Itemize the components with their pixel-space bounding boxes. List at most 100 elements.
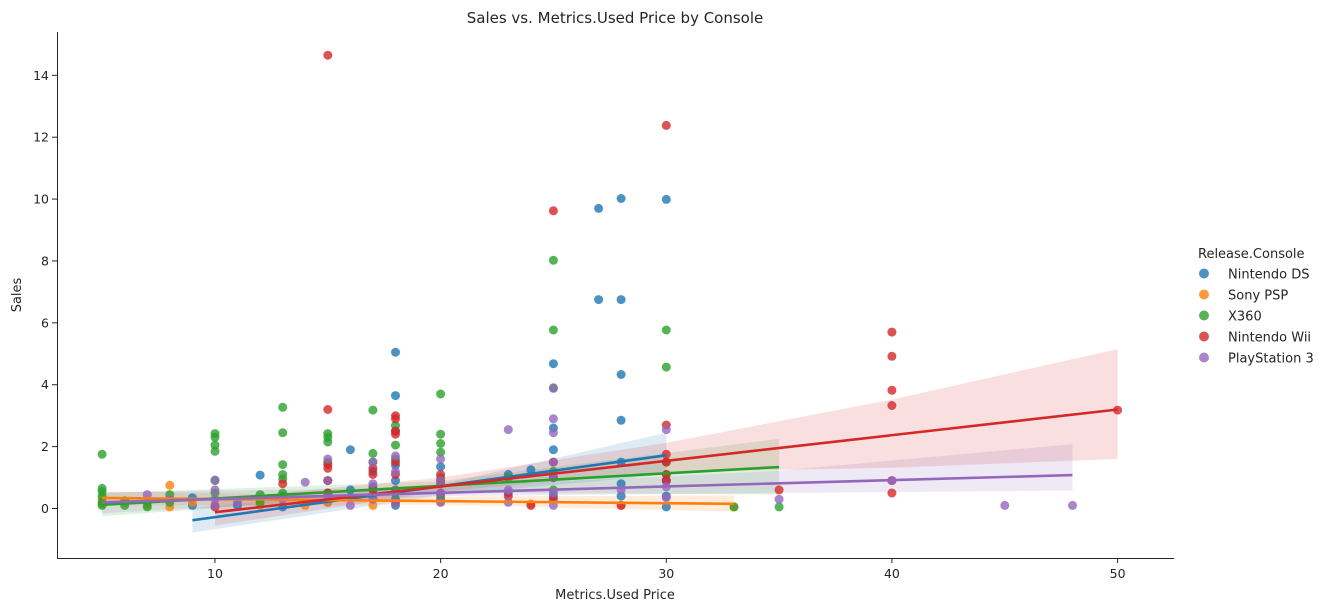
- point-x360: [278, 460, 288, 470]
- point-nintendo-wii: [661, 120, 671, 130]
- point-playstation-3: [210, 500, 220, 510]
- point-x360: [368, 448, 378, 458]
- point-x360: [436, 447, 446, 457]
- point-nintendo-ds: [345, 445, 355, 455]
- x-tick-label: 10: [207, 566, 223, 581]
- point-nintendo-ds: [661, 502, 671, 512]
- point-nintendo-ds: [255, 470, 265, 480]
- legend-title: Release.Console: [1198, 247, 1305, 262]
- point-x360: [210, 432, 220, 442]
- point-playstation-3: [142, 490, 152, 500]
- legend-marker-sony-psp: [1199, 289, 1209, 300]
- point-playstation-3: [548, 414, 558, 424]
- legend-label-playstation-3: PlayStation 3: [1228, 352, 1314, 367]
- point-playstation-3: [1000, 500, 1010, 510]
- point-nintendo-wii: [661, 476, 671, 486]
- point-nintendo-ds: [616, 415, 626, 425]
- point-playstation-3: [436, 454, 446, 464]
- point-sony-psp: [165, 480, 175, 490]
- point-playstation-3: [391, 451, 400, 461]
- point-x360: [391, 440, 400, 450]
- point-playstation-3: [548, 457, 558, 467]
- y-tick-label: 12: [33, 130, 49, 145]
- point-playstation-3: [436, 476, 446, 486]
- y-tick-label: 0: [41, 501, 49, 516]
- point-playstation-3: [210, 485, 220, 495]
- point-nintendo-wii: [887, 327, 897, 337]
- point-playstation-3: [503, 425, 513, 435]
- point-x360: [548, 325, 558, 335]
- y-tick-label: 14: [33, 68, 49, 83]
- point-x360: [278, 402, 288, 412]
- point-x360: [436, 439, 446, 448]
- point-playstation-3: [661, 425, 671, 435]
- chart-title: Sales vs. Metrics.Used Price by Console: [467, 9, 764, 27]
- x-tick-label: 40: [884, 566, 900, 581]
- point-nintendo-wii: [887, 351, 897, 361]
- point-sony-psp: [368, 500, 378, 510]
- point-playstation-3: [774, 494, 784, 504]
- point-nintendo-ds: [616, 479, 626, 489]
- point-x360: [210, 446, 220, 456]
- point-nintendo-wii: [887, 401, 897, 410]
- point-x360: [97, 449, 107, 459]
- point-x360: [368, 405, 378, 415]
- point-nintendo-wii: [368, 463, 378, 473]
- point-playstation-3: [1068, 500, 1077, 510]
- point-x360: [661, 325, 671, 335]
- y-tick-label: 8: [41, 253, 49, 268]
- point-nintendo-ds: [661, 194, 671, 204]
- point-nintendo-ds: [594, 203, 604, 213]
- point-x360: [436, 429, 446, 439]
- point-playstation-3: [391, 466, 400, 476]
- point-nintendo-wii: [323, 405, 333, 414]
- point-playstation-3: [323, 476, 333, 486]
- legend-items: Nintendo DS Sony PSP X360 Nintendo Wii PlayS…: [1199, 268, 1314, 367]
- point-playstation-3: [368, 479, 378, 489]
- confidence-bands: [102, 349, 1118, 533]
- point-playstation-3: [323, 454, 333, 464]
- point-playstation-3: [548, 428, 558, 438]
- point-x360: [278, 428, 288, 438]
- scatter-points: [97, 50, 1123, 512]
- point-nintendo-wii: [278, 479, 288, 489]
- y-tick-label: 6: [41, 315, 49, 330]
- point-x360: [661, 362, 671, 372]
- point-nintendo-wii: [887, 488, 897, 498]
- legend-marker-nintendo-ds: [1199, 268, 1209, 279]
- x-ticks: 10 20 30 40 50: [207, 558, 1126, 581]
- point-nintendo-ds: [391, 347, 400, 357]
- y-tick-label: 10: [33, 192, 49, 207]
- point-nintendo-wii: [368, 470, 378, 479]
- point-nintendo-ds: [548, 445, 558, 455]
- point-x360: [323, 437, 333, 447]
- point-nintendo-ds: [436, 462, 446, 472]
- x-tick-label: 50: [1110, 566, 1126, 581]
- point-nintendo-ds: [526, 465, 536, 475]
- y-axis-label: Sales: [10, 277, 25, 312]
- point-nintendo-wii: [323, 50, 333, 60]
- point-nintendo-ds: [616, 491, 626, 501]
- point-playstation-3: [391, 497, 400, 507]
- point-playstation-3: [345, 500, 355, 510]
- point-playstation-3: [368, 457, 378, 467]
- point-nintendo-wii: [391, 429, 400, 439]
- point-nintendo-ds: [616, 194, 626, 203]
- point-x360: [774, 502, 784, 512]
- y-ticks: 0 2 4 6 8 10 12 14: [33, 68, 57, 516]
- point-playstation-3: [661, 493, 671, 503]
- point-nintendo-ds: [616, 295, 626, 305]
- point-nintendo-ds: [616, 370, 626, 379]
- point-nintendo-ds: [548, 359, 558, 369]
- legend-marker-playstation-3: [1199, 352, 1209, 363]
- point-nintendo-wii: [548, 206, 558, 216]
- point-playstation-3: [548, 383, 558, 393]
- axes: [57, 32, 1174, 559]
- point-nintendo-wii: [391, 457, 400, 467]
- legend-marker-nintendo-wii: [1199, 331, 1209, 342]
- point-playstation-3: [210, 475, 220, 485]
- legend-label-sony-psp: Sony PSP: [1228, 289, 1288, 304]
- fit-line-playstation-3: [102, 473, 1073, 504]
